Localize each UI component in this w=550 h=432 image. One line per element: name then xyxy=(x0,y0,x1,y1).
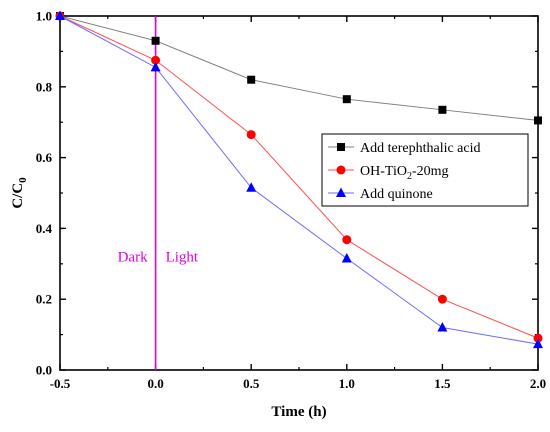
series-2-point xyxy=(533,338,543,349)
series-2-point xyxy=(150,61,161,72)
legend-label-2: Add quinone xyxy=(360,187,433,202)
series-2-point xyxy=(437,322,448,332)
series-1-point xyxy=(151,55,161,65)
series-2-point xyxy=(246,182,257,192)
legend-label-subscript: 2 xyxy=(407,171,412,182)
series-0-point xyxy=(438,105,447,114)
annotation-dark: Dark xyxy=(118,250,148,266)
y-tick-label: 0.2 xyxy=(36,292,52,307)
x-tick-label: -0.5 xyxy=(50,376,71,391)
legend-marker-0 xyxy=(337,143,345,151)
y-tick-label: 0.6 xyxy=(36,150,53,165)
series-1-point xyxy=(342,235,352,245)
legend-label-part: -20mg xyxy=(412,164,449,179)
x-tick-label: 2.0 xyxy=(530,376,546,391)
y-tick-label: 0.8 xyxy=(36,79,53,94)
series-0-point xyxy=(151,36,160,45)
series-line-0 xyxy=(59,15,539,121)
series-0-point xyxy=(534,116,542,125)
series-0-point xyxy=(342,95,351,104)
series-2-point xyxy=(341,252,352,263)
x-tick-label: 1.5 xyxy=(434,376,451,391)
legend-marker-1 xyxy=(336,165,346,175)
legend-box xyxy=(321,133,529,207)
legend-marker-2 xyxy=(336,187,346,197)
series-0-point xyxy=(247,75,256,84)
x-axis-title: Time (h) xyxy=(271,404,326,420)
x-tick-label: 0.5 xyxy=(243,376,260,391)
y-axis-title-subscript: 0 xyxy=(17,177,29,183)
x-tick-label: 1.0 xyxy=(339,376,355,391)
series-2-point xyxy=(55,10,65,20)
y-tick-label: 0.4 xyxy=(36,221,53,236)
series-1-point xyxy=(246,130,256,140)
y-tick-label: 0.0 xyxy=(36,363,52,378)
series-line-2 xyxy=(59,15,539,345)
legend-label-part: OH-TiO xyxy=(360,164,407,179)
y-axis-title-main: C/C xyxy=(10,183,26,209)
plot-layer: -0.5 0.0 0.5 1.0 1.5 2.00.00.20.40.60.81.0Tim… xyxy=(10,9,546,421)
series-1-point xyxy=(533,333,543,343)
annotation-light: Light xyxy=(166,250,199,266)
legend-label-0: Add terephthalic acid xyxy=(360,141,481,156)
series-line-1 xyxy=(59,15,539,339)
series-1-point xyxy=(437,294,447,304)
x-tick-label: 0.0 xyxy=(147,376,163,391)
legend-label-1: OH-TiO2-20mg xyxy=(360,164,449,182)
y-axis-title: C/C0 xyxy=(10,177,29,209)
y-tick-label: 1.0 xyxy=(36,9,52,24)
